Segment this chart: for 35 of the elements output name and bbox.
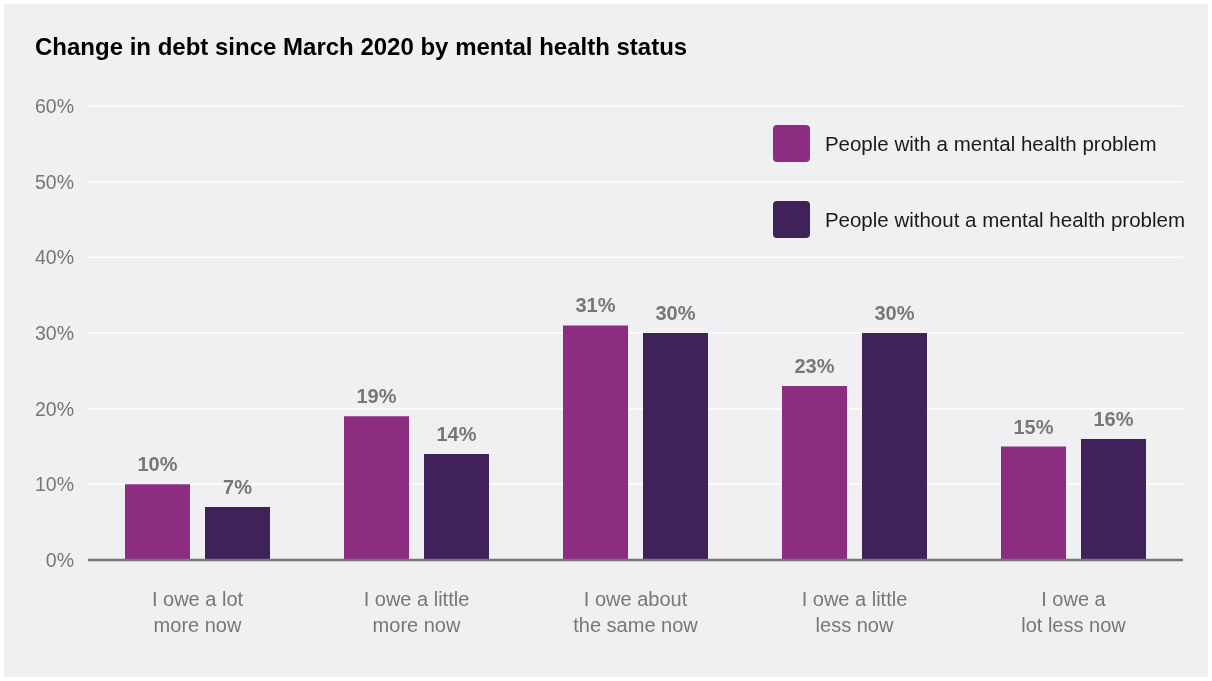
bar (125, 484, 190, 560)
data-label: 14% (436, 423, 477, 446)
bar (424, 454, 489, 560)
x-tick-label: I owe about the same now (573, 588, 699, 636)
y-tick-label: 40% (34, 246, 74, 269)
bar (1001, 446, 1066, 560)
data-label: 16% (1093, 407, 1134, 430)
bar (643, 333, 708, 560)
bar (205, 507, 270, 560)
y-tick-label: 30% (34, 322, 74, 344)
legend-label: People with a mental health problem (824, 131, 1157, 156)
y-tick-label: 20% (34, 397, 74, 420)
data-label: 31% (575, 294, 616, 317)
data-label: 15% (1013, 415, 1054, 438)
data-label: 10% (137, 453, 178, 476)
bar (344, 416, 409, 560)
y-tick-label: 0% (45, 549, 74, 571)
data-label: 23% (794, 354, 835, 377)
bar (782, 385, 847, 560)
data-label: 30% (655, 302, 696, 324)
bar (1081, 438, 1146, 560)
x-tick-label: I owe a little more now (363, 588, 470, 636)
y-tick-label: 10% (34, 473, 74, 496)
bar (563, 325, 628, 560)
data-label: 19% (356, 385, 397, 408)
y-tick-label: 50% (34, 170, 74, 193)
x-tick-label: I owe a little less now (801, 588, 908, 636)
x-tick-label: I owe a lot less now (1021, 588, 1127, 636)
y-tick-label: 60% (34, 95, 74, 117)
legend-label: People without a mental health problem (824, 207, 1185, 232)
data-label: 7% (223, 476, 253, 499)
x-tick-label: I owe a lot more now (151, 588, 244, 636)
bar (862, 333, 927, 560)
data-label: 30% (874, 302, 915, 324)
chart-title: Change in debt since March 2020 by mental health status (35, 33, 688, 61)
